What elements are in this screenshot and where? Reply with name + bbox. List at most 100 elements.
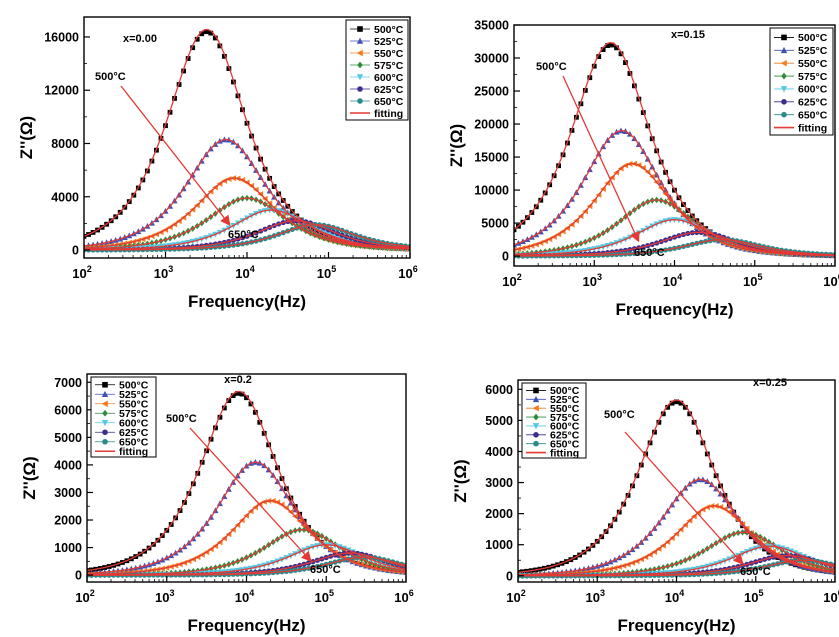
legend: 500°C525°C550°C575°C600°C625°C650°Cfitti… [769, 27, 834, 136]
y-tick-label: 7000 [54, 376, 82, 390]
data-point [102, 429, 108, 436]
y-tick-label: 0 [502, 250, 509, 264]
legend-label: 650°C [550, 438, 580, 450]
legend-box [90, 376, 157, 458]
data-point [244, 395, 249, 401]
y-tick-label: 20000 [474, 118, 509, 132]
y-tick-label: 3000 [54, 486, 82, 500]
x-tick-label: 106 [823, 588, 839, 605]
data-point [190, 45, 196, 51]
plot-area [87, 390, 406, 579]
legend-label: 550°C [798, 58, 828, 70]
fitting-curve [514, 238, 835, 257]
legend-box [521, 382, 587, 459]
chart-panel-3: 102 103 104 105 106 0 1000 2000 3000 4000 5000 6000… [20, 373, 414, 635]
y-tick-label: 15000 [474, 151, 509, 165]
x-axis-label: Frequency(Hz) [617, 616, 735, 635]
data-point [660, 411, 666, 417]
legend-entry: 575°C [774, 71, 828, 83]
data-point [532, 395, 540, 403]
series-550 [518, 502, 835, 579]
y-tick-label: 4000 [485, 445, 513, 459]
legend-label: 650°C [798, 109, 828, 121]
data-point [533, 432, 539, 438]
data-point [102, 381, 108, 388]
legend-label: 575°C [374, 60, 404, 72]
legend-entry: fitting [95, 446, 148, 458]
temperature-arrow [562, 75, 640, 243]
legend-label: 550°C [374, 48, 404, 60]
legend-entry: 650°C [526, 438, 580, 450]
y-tick-label: 4000 [54, 458, 82, 472]
data-point [226, 398, 232, 403]
data-point [514, 227, 517, 233]
data-point [665, 404, 671, 410]
data-point [618, 51, 624, 57]
y-tick-label: 4000 [51, 190, 79, 204]
legend-entry: 650°C [95, 437, 149, 449]
legend-label: fitting [374, 108, 403, 120]
data-point [600, 47, 606, 52]
x-tick-label: 104 [663, 272, 682, 289]
y-tick-label: 1000 [54, 541, 82, 555]
panel-title: x=0.2 [224, 374, 252, 386]
data-point [356, 37, 364, 44]
data-point [102, 409, 108, 417]
data-point [780, 86, 788, 93]
series-550 [514, 160, 835, 259]
x-tick-label: 103 [586, 588, 605, 605]
data-point [101, 400, 108, 407]
arrow-start-label: 500°C [604, 409, 635, 421]
data-point [682, 404, 688, 410]
legend-entry: 650°C [774, 109, 828, 121]
data-point [780, 59, 787, 67]
chart-panel-2: 102 103 104 105 106 0 5000 10000 15000 20000 25000… [447, 19, 839, 320]
data-point [781, 34, 787, 41]
y-tick-label: 10000 [474, 184, 509, 198]
data-point [533, 387, 539, 394]
plot-area [514, 42, 835, 259]
legend-label: 625°C [550, 430, 580, 442]
legend-entry: 525°C [350, 36, 404, 48]
fitting-curve [84, 138, 410, 250]
legend-label: 625°C [374, 84, 404, 96]
data-point [248, 401, 254, 407]
y-tick-label: 3000 [485, 476, 513, 490]
legend-label: 575°C [798, 71, 828, 83]
legend-label: 600°C [374, 72, 404, 84]
data-point [532, 404, 539, 412]
data-point [678, 400, 684, 406]
legend-entry: 550°C [95, 399, 149, 411]
legend-label: 525°C [119, 389, 149, 401]
plot-area [518, 399, 835, 579]
fitting-curve [84, 197, 410, 250]
legend-entry: 575°C [526, 412, 580, 424]
chart-panel-1: 102 103 104 105 106 0 4000 8000 12000 16000 Freque… [17, 16, 418, 311]
y-tick-label: 1000 [485, 538, 513, 552]
legend-entry: 550°C [526, 403, 580, 415]
legend-entry: 575°C [350, 60, 404, 72]
x-tick-label: 104 [665, 588, 684, 605]
y-tick-label: 6000 [54, 403, 82, 417]
y-tick-label: 35000 [474, 19, 509, 33]
legend-label: 525°C [550, 394, 580, 406]
legend-entry: 500°C [526, 385, 580, 397]
legend-label: 500°C [374, 24, 404, 36]
legend-entry: 600°C [95, 418, 149, 430]
data-point [221, 405, 227, 411]
x-axis-label: Frequency(Hz) [188, 292, 306, 311]
legend-entry: 500°C [350, 24, 404, 36]
legend-entry: 550°C [350, 48, 404, 60]
temperature-arrow [120, 85, 231, 227]
legend-label: 625°C [798, 97, 828, 109]
chart-panel-4: 102 103 104 105 106 0 1000 2000 3000 4000 5000 6000… [451, 377, 839, 635]
legend-entry: fitting [774, 122, 827, 134]
data-point [102, 438, 108, 445]
data-point [687, 411, 693, 417]
x-tick-label: 104 [235, 264, 254, 281]
legend-label: 500°C [119, 380, 149, 392]
legend-entry: 500°C [95, 380, 149, 392]
y-tick-label: 0 [75, 569, 82, 583]
legend-entry: 525°C [774, 45, 828, 57]
x-axis-label: Frequency(Hz) [187, 616, 305, 635]
